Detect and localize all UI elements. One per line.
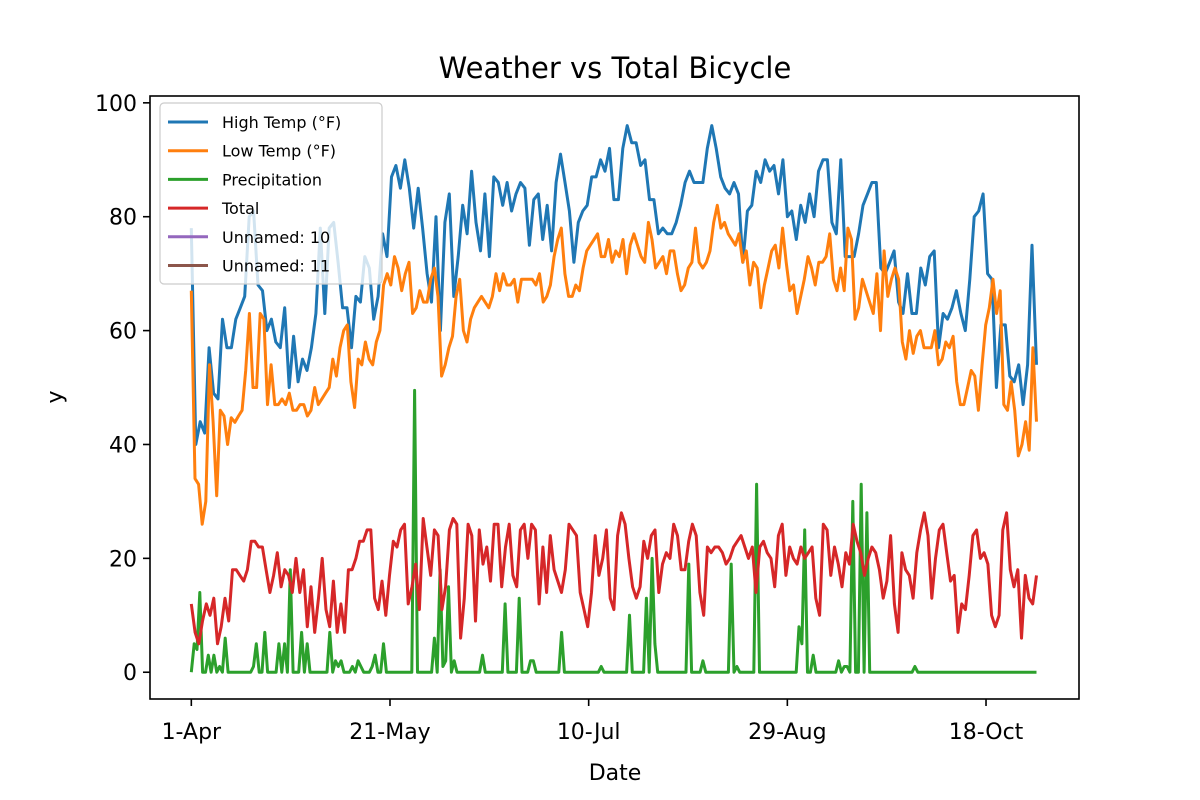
y-tick-label: 100	[95, 92, 137, 117]
y-axis-label: y	[43, 390, 68, 403]
y-tick-label: 80	[109, 206, 137, 231]
y-tick-label: 0	[123, 661, 137, 686]
legend-entry-label: Low Temp (°F)	[222, 142, 336, 161]
series-line-precipitation	[189, 388, 1037, 674]
y-tick-label: 20	[109, 547, 137, 572]
legend-entry-label: High Temp (°F)	[222, 113, 341, 132]
y-axis: 0 20 40 60 80 100	[95, 92, 150, 686]
y-tick-label: 60	[109, 320, 137, 345]
legend-entry-label: Unnamed: 10	[222, 228, 330, 247]
legend-entry-label: Unnamed: 11	[222, 257, 330, 276]
x-axis-label: Date	[589, 761, 642, 786]
plot-frame	[149, 95, 1080, 700]
series-line-low-temp-f	[189, 203, 1038, 526]
x-axis: 1-Apr 21-May 10-Jul 29-Aug 18-Oct	[162, 699, 1024, 745]
legend-entry-label: Precipitation	[222, 170, 322, 189]
y-tick-label: 40	[109, 433, 137, 458]
legend: High Temp (°F) Low Temp (°F) Precipitation…	[159, 102, 383, 285]
legend-box	[159, 102, 383, 285]
x-tick-label: 21-May	[349, 720, 430, 745]
x-tick-label: 1-Apr	[162, 720, 222, 745]
x-tick-label: 18-Oct	[949, 720, 1024, 745]
x-tick-label: 10-Jul	[557, 720, 621, 745]
x-tick-label: 29-Aug	[748, 720, 826, 745]
series-line-total	[189, 511, 1038, 646]
chart-title: Weather vs Total Bicycle	[439, 51, 792, 85]
legend-entry-label: Total	[221, 199, 259, 218]
